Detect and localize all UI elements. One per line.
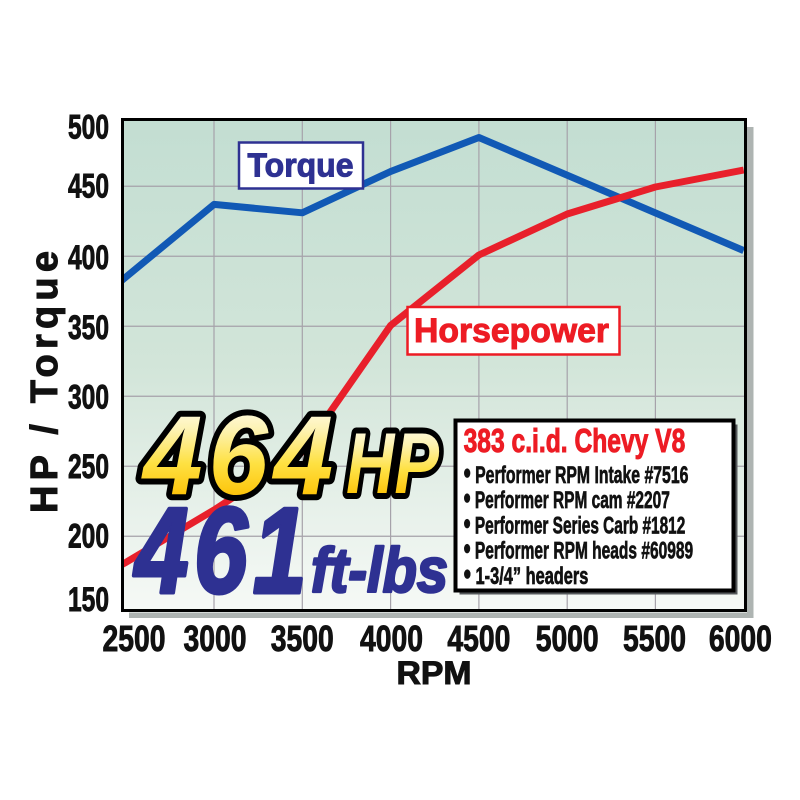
svg-text:RPM: RPM [397, 655, 472, 691]
svg-text:350: 350 [68, 309, 109, 347]
svg-text:3500: 3500 [271, 618, 334, 659]
svg-text:ft-lbs: ft-lbs [311, 536, 448, 606]
svg-text:3000: 3000 [184, 618, 247, 659]
svg-text:300: 300 [68, 379, 109, 417]
svg-text:4000: 4000 [360, 618, 423, 659]
svg-text:5500: 5500 [623, 618, 686, 659]
svg-text:HP / Torque: HP / Torque [24, 251, 66, 513]
svg-text:Horsepower: Horsepower [414, 312, 609, 350]
svg-text:5000: 5000 [536, 618, 599, 659]
svg-text:464: 464 [141, 393, 339, 518]
svg-text:500: 500 [68, 109, 109, 147]
svg-text:6000: 6000 [709, 618, 772, 659]
svg-text:Torque: Torque [248, 147, 354, 184]
svg-text:4500: 4500 [447, 618, 510, 659]
svg-text:450: 450 [68, 168, 109, 206]
svg-text:2500: 2500 [103, 618, 166, 659]
svg-text:461: 461 [133, 483, 312, 619]
svg-text:200: 200 [68, 518, 109, 556]
svg-text:400: 400 [68, 239, 109, 277]
svg-text:150: 150 [68, 581, 109, 619]
svg-text:HP: HP [346, 416, 439, 512]
svg-text:250: 250 [68, 448, 109, 486]
svg-text:383 c.i.d. Chevy V8: 383 c.i.d. Chevy V8 [464, 422, 686, 459]
